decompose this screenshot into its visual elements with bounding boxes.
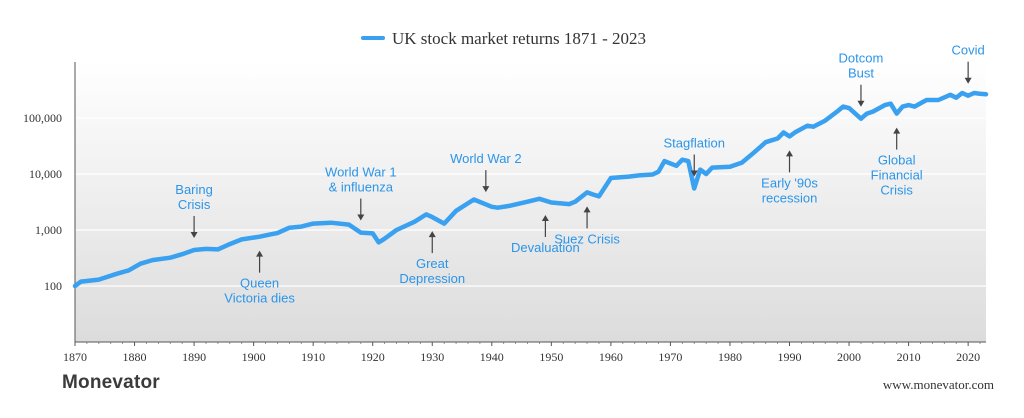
- annotation-arrowhead: [583, 206, 591, 213]
- annotation-label: Covid: [952, 43, 985, 58]
- y-tick-label: 100: [44, 279, 62, 293]
- x-axis-ticks: 1870 1880 1890 1900 1910 1920 1930 1940 1950 1960…: [63, 342, 981, 364]
- axes: [74, 62, 986, 343]
- series-line: [72, 90, 989, 289]
- brand-logo: Monevator: [62, 372, 160, 393]
- x-tick-label: 1870: [63, 350, 87, 364]
- annotation-label: recession: [762, 190, 818, 205]
- annotation-arrowhead: [256, 250, 264, 257]
- annotation-label: Suez Crisis: [554, 231, 620, 246]
- annotation-arrowhead: [893, 127, 901, 134]
- annotation-label: & influenza: [329, 180, 394, 195]
- x-tick-label: 1980: [718, 350, 742, 364]
- annotation-label: Depression: [399, 271, 465, 286]
- annotation-arrowhead: [786, 150, 794, 157]
- chart-legend: UK stock market returns 1871 - 2023: [361, 29, 646, 48]
- annotation-arrowhead: [482, 186, 490, 193]
- x-tick-label: 2000: [837, 350, 861, 364]
- annotation-label: Stagflation: [664, 136, 725, 151]
- annotation: World War 2: [450, 151, 522, 193]
- x-tick-label: 2010: [897, 350, 921, 364]
- annotation-label: Dotcom: [839, 51, 884, 66]
- y-tick-label: 10,000: [29, 167, 62, 181]
- x-tick-label: 1990: [778, 350, 802, 364]
- annotation-label: Global: [878, 153, 916, 168]
- annotation: Devaluation: [511, 214, 580, 255]
- annotation-arrowhead: [857, 100, 865, 107]
- x-tick-label: 1920: [361, 350, 385, 364]
- y-axis-ticks: 100 1,000 10,000 100,000: [23, 111, 62, 293]
- x-tick-label: 1950: [539, 350, 563, 364]
- annotation-label: Baring: [175, 182, 213, 197]
- annotation: Covid: [952, 43, 985, 84]
- annotation-label: World War 2: [450, 151, 522, 166]
- y-tick-label: 100,000: [23, 111, 62, 125]
- annotation-label: Crisis: [880, 183, 913, 198]
- x-tick-label: 1960: [599, 350, 623, 364]
- x-tick-label: 1900: [242, 350, 266, 364]
- annotation-arrowhead: [357, 214, 365, 221]
- x-tick-label: 1930: [420, 350, 444, 364]
- website-url: www.monevator.com: [882, 377, 994, 392]
- x-tick-label: 1970: [658, 350, 682, 364]
- annotation-label: Great: [416, 256, 449, 271]
- annotation-label: World War 1: [325, 165, 397, 180]
- x-tick-label: 1890: [182, 350, 206, 364]
- series-layer: [72, 90, 989, 289]
- annotation: World War 1& influenza: [325, 165, 397, 221]
- annotation: Stagflation: [664, 136, 725, 177]
- y-tick-label: 1,000: [35, 223, 62, 237]
- grid-lines: [75, 117, 986, 287]
- annotation-arrowhead: [690, 170, 698, 177]
- x-tick-label: 2020: [956, 350, 980, 364]
- annotation-arrowhead: [964, 77, 972, 84]
- annotation-arrowhead: [190, 231, 198, 238]
- annotation-label: Crisis: [178, 197, 211, 212]
- annotation-label: Early '90s: [761, 175, 818, 190]
- annotation-label: Bust: [848, 66, 874, 81]
- annotation: Suez Crisis: [554, 206, 620, 246]
- annotation-label: Devaluation: [511, 240, 580, 255]
- x-tick-label: 1910: [301, 350, 325, 364]
- x-tick-label: 1940: [480, 350, 504, 364]
- annotation-label: Queen: [240, 276, 279, 291]
- annotation-label: Victoria dies: [224, 291, 295, 306]
- x-tick-label: 1880: [123, 350, 147, 364]
- annotation-arrowhead: [428, 231, 436, 238]
- legend-label: UK stock market returns 1871 - 2023: [392, 29, 646, 48]
- annotation-arrowhead: [541, 214, 549, 221]
- annotation-label: Financial: [871, 168, 923, 183]
